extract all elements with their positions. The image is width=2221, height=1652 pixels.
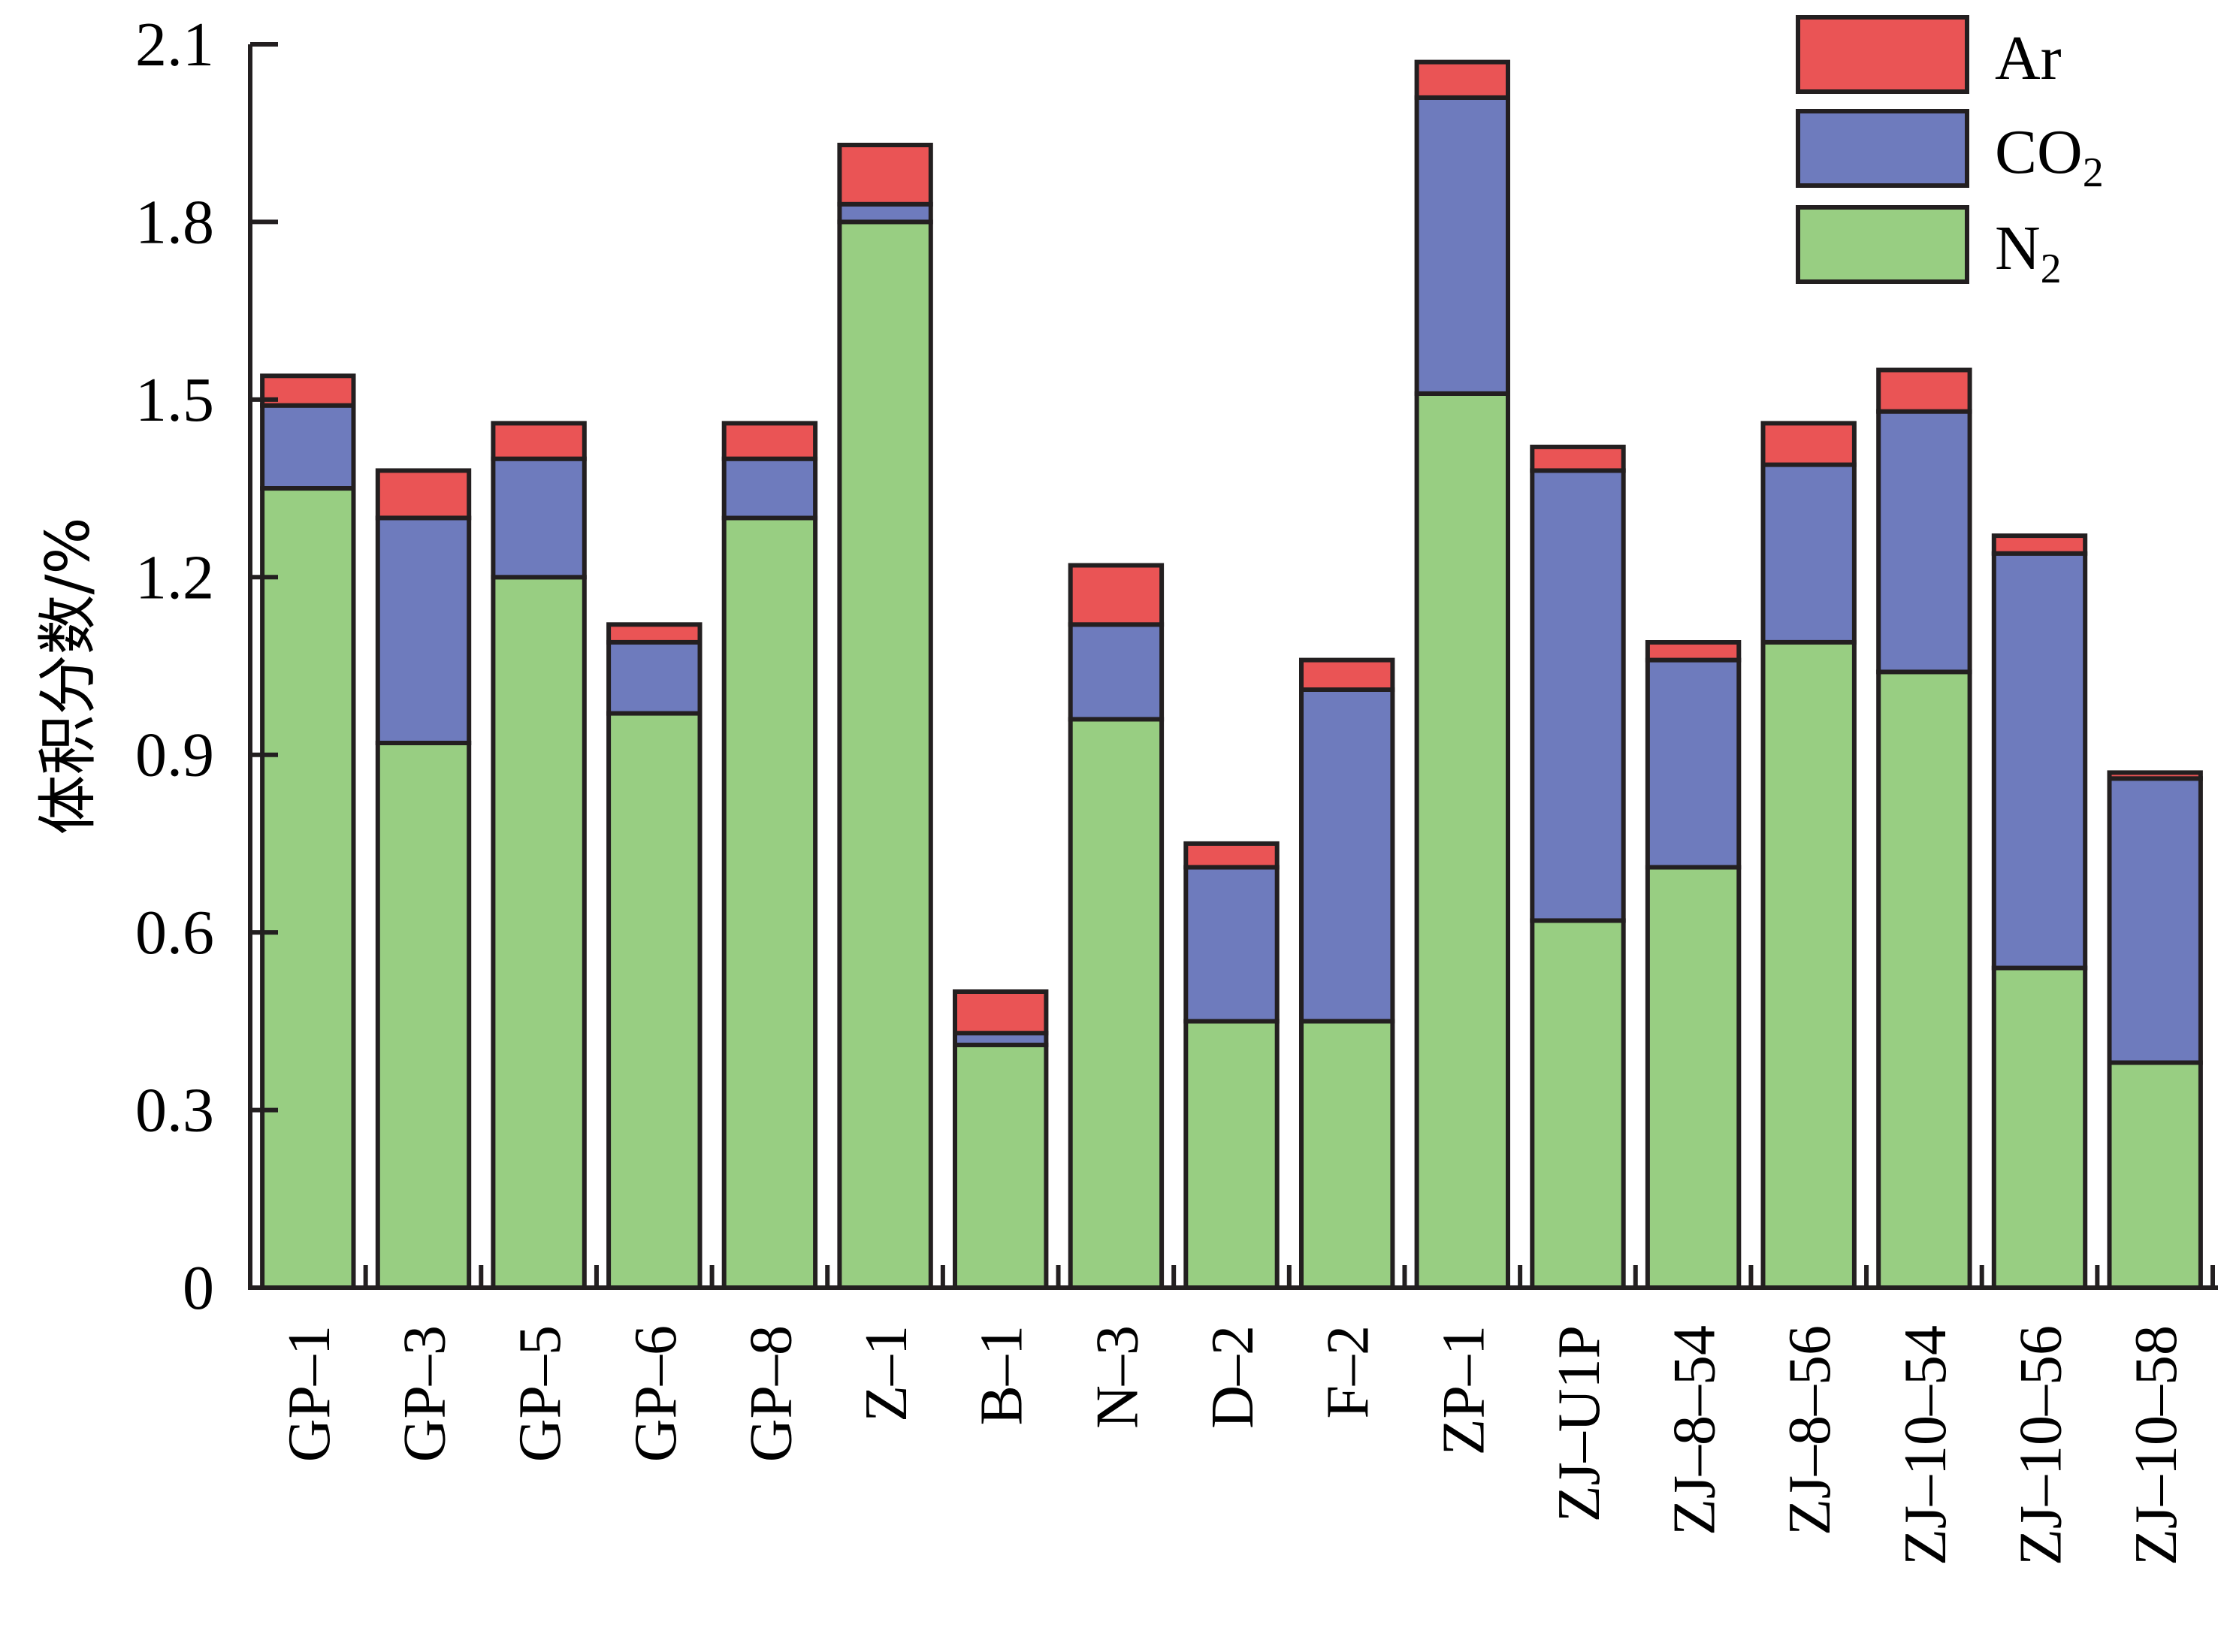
bar-segment bbox=[721, 456, 818, 521]
bar-segment bbox=[1645, 865, 1742, 1290]
bar-segment bbox=[1414, 59, 1510, 100]
bar-segment bbox=[1760, 462, 1857, 645]
bar-segment bbox=[606, 711, 703, 1290]
bar-segment bbox=[491, 456, 587, 580]
bar-segment bbox=[1991, 551, 2088, 971]
legend-swatch-ar bbox=[1796, 15, 1969, 94]
bar-segment bbox=[953, 1042, 1049, 1291]
bar-segment bbox=[606, 622, 703, 645]
legend-label-co2: CO2 bbox=[1995, 117, 2104, 196]
y-tick-label: 0 bbox=[183, 1253, 214, 1323]
bar-segment bbox=[260, 486, 356, 1290]
bar-segment bbox=[260, 403, 356, 491]
legend-label-n2: N2 bbox=[1995, 213, 2062, 292]
bar-segment bbox=[953, 989, 1049, 1036]
x-tick-label: ZJ–U1P bbox=[1546, 1325, 1612, 1522]
y-axis-label: 体积分数/% bbox=[33, 518, 103, 835]
bar-segment bbox=[260, 373, 356, 408]
bar-segment bbox=[1991, 965, 2088, 1291]
x-tick-label: GP–3 bbox=[392, 1325, 458, 1462]
legend-layer: Ar CO2 N2 bbox=[1796, 15, 2104, 292]
y-tick-label: 1.2 bbox=[135, 542, 214, 612]
x-tick-label: B–1 bbox=[969, 1325, 1035, 1425]
bar-segment bbox=[837, 143, 933, 207]
x-tick-label: F–2 bbox=[1316, 1325, 1382, 1419]
x-tick-label: GP–8 bbox=[738, 1325, 804, 1462]
bar-segment bbox=[1760, 640, 1857, 1290]
bar-segment bbox=[1299, 687, 1395, 1024]
bar-segment bbox=[1299, 657, 1395, 692]
x-tick-label: GP–5 bbox=[507, 1325, 573, 1462]
legend-swatch-co2 bbox=[1796, 109, 1969, 188]
bar-segment bbox=[837, 201, 933, 225]
bar-segment bbox=[1991, 533, 2088, 556]
y-tick-label: 0.9 bbox=[135, 720, 214, 790]
x-tick-label: ZJ–10–56 bbox=[2008, 1325, 2074, 1566]
x-tick-label: ZJ–10–54 bbox=[1893, 1325, 1959, 1566]
bar-segment bbox=[721, 421, 818, 461]
bars-layer bbox=[260, 59, 2203, 1291]
x-tick-label: ZJ–10–58 bbox=[2123, 1325, 2189, 1566]
y-tick-label: 2.1 bbox=[135, 10, 214, 80]
bar-segment bbox=[606, 640, 703, 716]
bar-segment bbox=[1645, 657, 1742, 870]
x-tick-label: D–2 bbox=[1200, 1325, 1266, 1429]
legend-label-ar: Ar bbox=[1995, 23, 2062, 93]
bar-segment bbox=[375, 515, 472, 745]
bar-segment bbox=[375, 741, 472, 1290]
bar-segment bbox=[2107, 776, 2203, 1065]
bar-segment bbox=[1876, 669, 1972, 1290]
legend-swatch-n2 bbox=[1796, 205, 1969, 284]
x-tick-label: GP–6 bbox=[623, 1325, 689, 1462]
bar-segment bbox=[1068, 622, 1165, 722]
bar-segment bbox=[1530, 468, 1626, 923]
y-tick-label: 0.3 bbox=[135, 1076, 214, 1146]
x-tick-label: Z–1 bbox=[854, 1325, 920, 1422]
x-tick-label: ZP–1 bbox=[1431, 1325, 1497, 1455]
x-tick-label: ZJ–8–54 bbox=[1662, 1325, 1728, 1536]
bar-segment bbox=[1068, 563, 1165, 627]
bar-segment bbox=[721, 515, 818, 1290]
bar-segment bbox=[1760, 421, 1857, 467]
bar-segment bbox=[1414, 391, 1510, 1290]
y-tick-label: 1.8 bbox=[135, 187, 214, 257]
bar-segment bbox=[375, 468, 472, 521]
bar-segment bbox=[1183, 841, 1280, 870]
x-tick-label: GP–1 bbox=[276, 1325, 343, 1462]
bar-segment bbox=[1414, 95, 1510, 396]
bar-segment bbox=[1183, 1019, 1280, 1291]
bar-segment bbox=[1876, 409, 1972, 675]
bar-segment bbox=[837, 219, 933, 1290]
bar-segment bbox=[1068, 717, 1165, 1290]
x-tick-label: ZJ–8–56 bbox=[1777, 1325, 1843, 1536]
bar-segment bbox=[2107, 1060, 2203, 1290]
bar-segment bbox=[2107, 770, 2203, 781]
bar-segment bbox=[1530, 444, 1626, 473]
bar-segment bbox=[1876, 367, 1972, 414]
y-tick-label: 0.6 bbox=[135, 898, 214, 968]
axis-layer: GP–1 GP–3 GP–5 GP–6 GP–8 Z–1 B–1 N–3 D–2 F–2 ZP–1 Z… bbox=[135, 10, 2218, 1566]
bar-segment bbox=[1299, 1019, 1395, 1291]
bar-segment bbox=[1530, 918, 1626, 1291]
x-tick-label: N–3 bbox=[1084, 1325, 1150, 1429]
bar-segment bbox=[1183, 865, 1280, 1024]
bar-segment bbox=[491, 421, 587, 461]
y-tick-label: 1.5 bbox=[135, 365, 214, 435]
bar-segment bbox=[1645, 640, 1742, 663]
bar-segment bbox=[491, 575, 587, 1290]
